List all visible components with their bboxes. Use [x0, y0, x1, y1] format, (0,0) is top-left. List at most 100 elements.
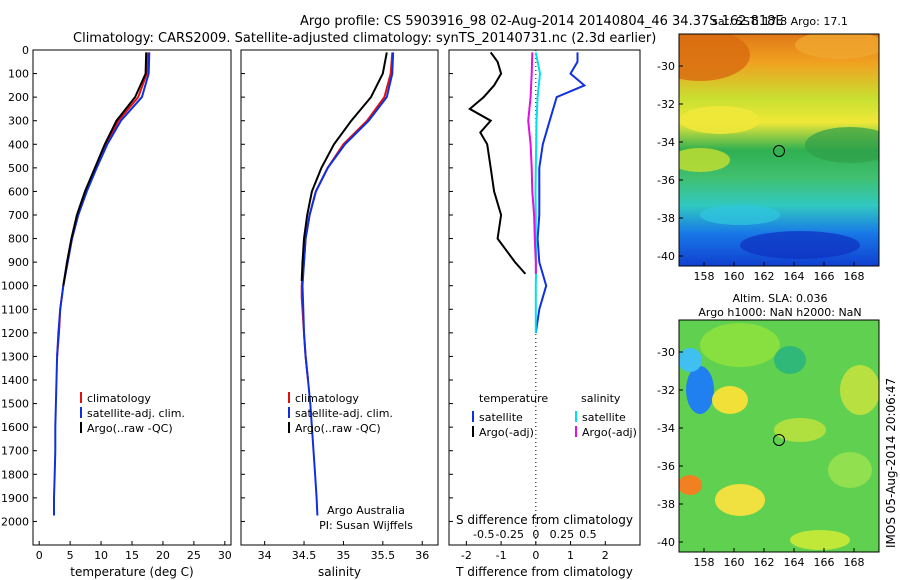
legend-label: Argo(-adj)	[582, 426, 637, 439]
y-tick-label: 1400	[1, 374, 29, 387]
y-tick-label: 1100	[1, 303, 29, 316]
y-tick-label: 1500	[1, 398, 29, 411]
y-tick-label: 1700	[1, 445, 29, 458]
x-tick-label: 0	[36, 549, 43, 562]
map-x-tick-label: 158	[694, 270, 715, 283]
y-tick-label: 700	[8, 209, 29, 222]
map-x-tick-label: 166	[814, 270, 835, 283]
y-tick-label: 800	[8, 233, 29, 246]
x-axis-label: T difference from climatology	[455, 565, 633, 579]
map-x-tick-label: 164	[784, 556, 805, 569]
t-tick-label: 0	[532, 549, 539, 562]
t-tick-label: 2	[602, 549, 609, 562]
legend-label: satellite	[479, 411, 523, 424]
legend-title: salinity	[581, 392, 621, 405]
s-axis-label: S difference from climatology	[456, 513, 633, 527]
series-line	[468, 51, 527, 275]
map-x-tick-label: 164	[784, 270, 805, 283]
map-y-tick-label: -30	[657, 346, 675, 359]
map-y-tick-label: -40	[657, 536, 675, 549]
salinity-panel: 34 34.5 35 35.5 36 salinity climatology satelli…	[240, 49, 439, 579]
difference-frame	[448, 49, 641, 546]
legend-label: Argo(..raw -QC)	[87, 422, 173, 435]
series-line	[300, 52, 388, 282]
sla-map-image	[679, 320, 879, 552]
temperature-panel: 0 5 10 15 20 25 30 temperature (deg C) 0 100 200 30…	[1, 44, 232, 579]
t-tick-label: 1	[567, 549, 574, 562]
legend-title: temperature	[479, 392, 548, 405]
x-tick-label: 35.5	[371, 549, 396, 562]
sst-map-axes: 158 160 162 164 166 168 -30 -32 -34 -36 -38 -40	[657, 60, 864, 283]
timestamp-side-label: IMOS 05-Aug-2014 20:06:47	[884, 377, 898, 548]
sla-argo-marker	[773, 434, 785, 446]
map-y-tick-label: -32	[657, 98, 675, 111]
x-axis-label: temperature (deg C)	[70, 565, 193, 579]
x-tick-label: 25	[187, 549, 201, 562]
y-tick-label: 2000	[1, 515, 29, 528]
s-tick-label: 0.25	[550, 528, 575, 541]
map-y-tick-label: -36	[657, 460, 675, 473]
legend-label: satellite	[582, 411, 626, 424]
difference-panel: T difference from climatology -2 -1 0 1 2 -0.5…	[448, 49, 641, 579]
y-tick-label: 500	[8, 162, 29, 175]
map-x-tick-label: 162	[754, 270, 775, 283]
map-y-tick-label: -34	[657, 422, 675, 435]
x-tick-label: 10	[94, 549, 108, 562]
map-x-tick-label: 166	[814, 556, 835, 569]
s-tick-label: 0.5	[579, 528, 597, 541]
legend-label: satellite-adj. clim.	[87, 407, 185, 420]
legend-label: satellite-adj. clim.	[295, 407, 393, 420]
s-tick-label: -0.5	[473, 528, 494, 541]
sst-map-image	[679, 34, 879, 266]
salinity-frame	[240, 49, 439, 546]
sst-argo-marker	[773, 145, 785, 157]
series-line	[527, 52, 537, 274]
sla-map-frame	[678, 319, 880, 553]
header-line-2: Climatology: CARS2009. Satellite-adjuste…	[73, 31, 656, 46]
map-y-tick-label: -30	[657, 60, 675, 73]
y-tick-label: 1200	[1, 327, 29, 340]
s-tick-label: 0	[532, 528, 539, 541]
x-tick-label: 34	[258, 549, 272, 562]
sst-map-frame	[678, 33, 880, 267]
y-tick-label: 1600	[1, 421, 29, 434]
x-tick-label: 36	[415, 549, 429, 562]
x-tick-label: 35	[336, 549, 350, 562]
map-y-tick-label: -38	[657, 498, 675, 511]
y-tick-label: 1900	[1, 492, 29, 505]
series-line	[300, 52, 394, 381]
y-tick-label: 200	[8, 91, 29, 104]
sla-map-title-2: Argo h1000: NaN h2000: NaN	[698, 306, 861, 319]
y-tick-label: 400	[8, 138, 29, 151]
map-x-tick-label: 160	[724, 556, 745, 569]
map-y-tick-label: -32	[657, 384, 675, 397]
x-axis-label: salinity	[318, 565, 361, 579]
map-x-tick-label: 158	[694, 556, 715, 569]
series-line	[53, 52, 151, 516]
sst-map-title: sat. SST: 17.8 Argo: 17.1	[712, 15, 848, 28]
map-x-tick-label: 168	[844, 270, 865, 283]
y-tick-label: 900	[8, 256, 29, 269]
map-x-tick-label: 162	[754, 556, 775, 569]
x-tick-label: 5	[67, 549, 74, 562]
sla-map-axes: 158 160 162 164 166 168 -30 -32 -34 -36 -38 -40	[657, 346, 864, 569]
x-tick-label: 20	[156, 549, 170, 562]
series-line	[534, 52, 587, 334]
map-x-tick-label: 160	[724, 270, 745, 283]
panel-note: PI: Susan Wijffels	[319, 519, 413, 532]
series-line	[301, 52, 395, 516]
header-line-1: Argo profile: CS 5903916_98 02-Aug-2014 …	[300, 14, 784, 29]
y-tick-label: 1000	[1, 280, 29, 293]
s-tick-label: -0.25	[496, 528, 524, 541]
y-tick-label: 1800	[1, 468, 29, 481]
map-y-tick-label: -36	[657, 174, 675, 187]
x-tick-label: 15	[125, 549, 139, 562]
y-tick-label: 600	[8, 185, 29, 198]
legend-label: climatology	[295, 392, 359, 405]
series-line	[534, 52, 542, 333]
sla-map-title-1: Altim. SLA: 0.036	[732, 292, 827, 305]
map-y-tick-label: -34	[657, 136, 675, 149]
map-y-tick-label: -38	[657, 212, 675, 225]
x-tick-label: 30	[218, 549, 232, 562]
